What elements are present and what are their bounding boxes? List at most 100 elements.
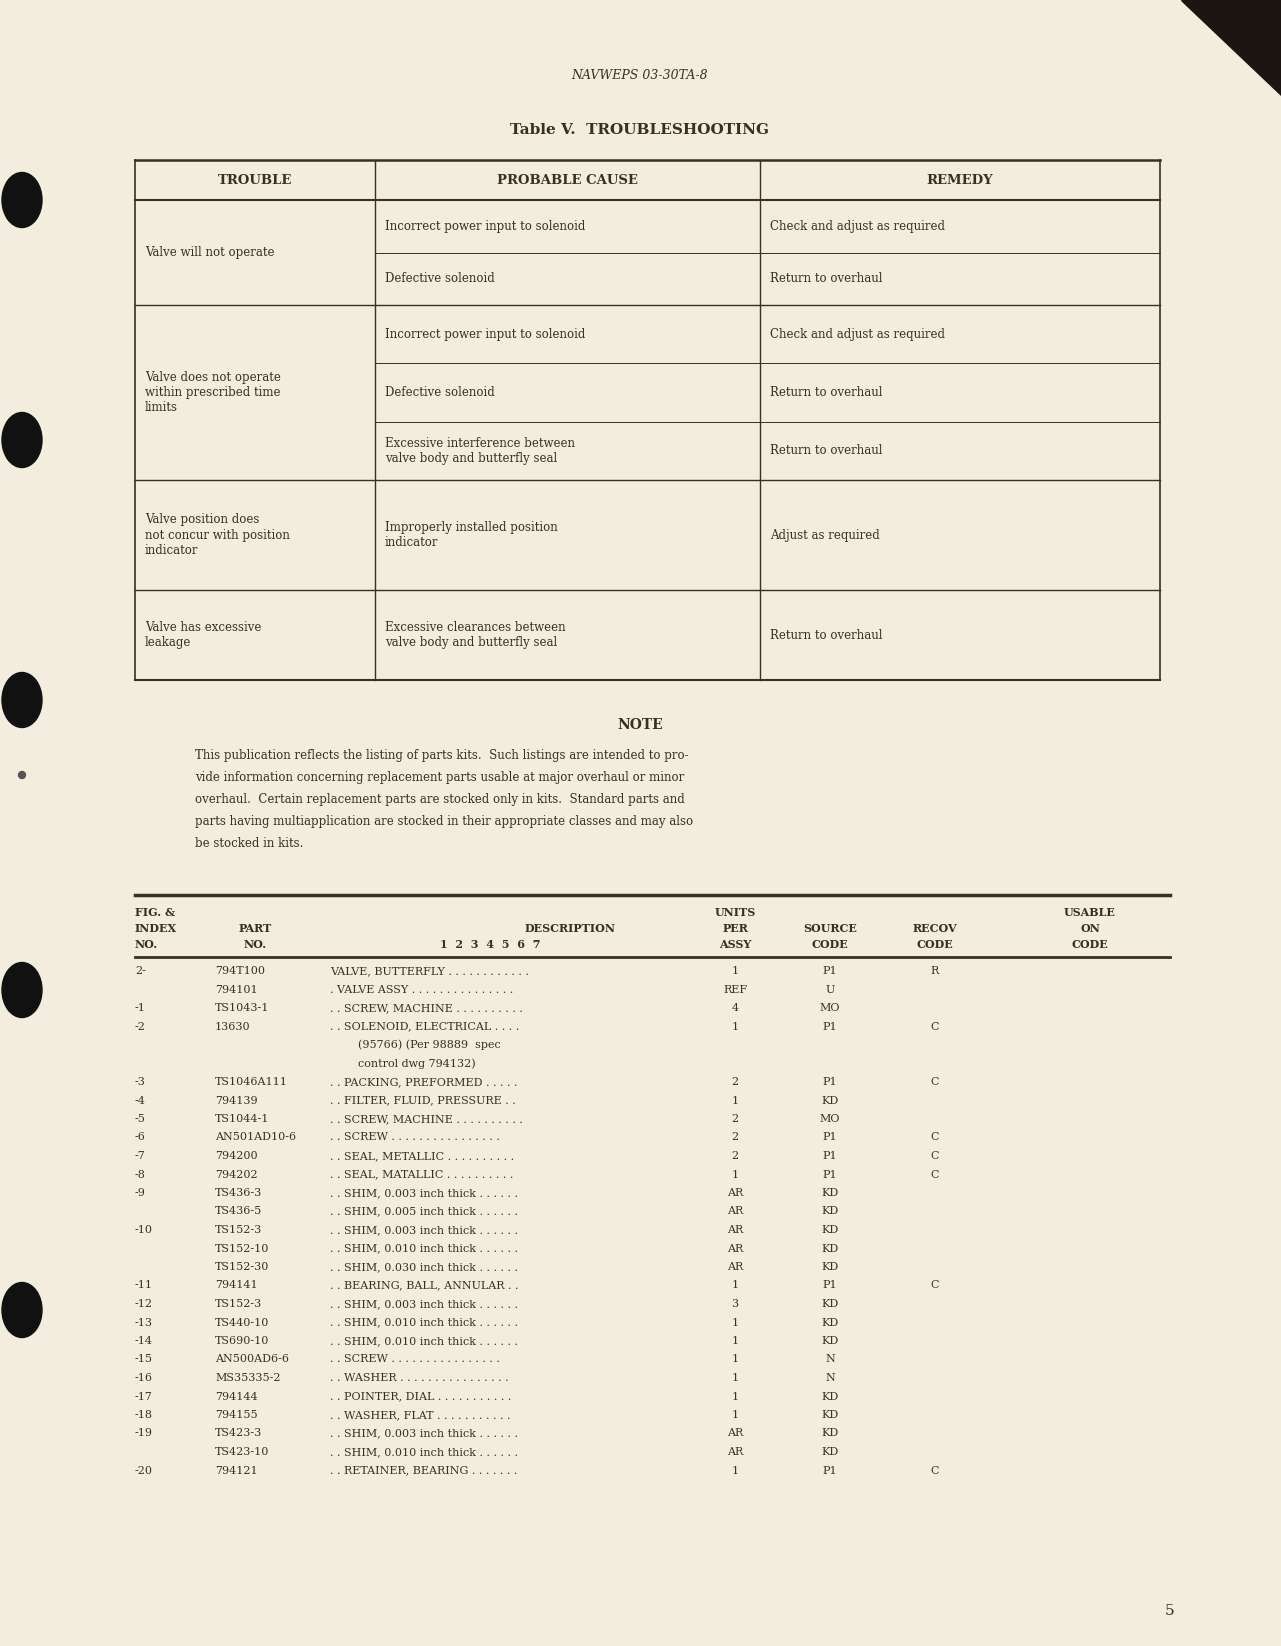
Text: -13: -13: [135, 1317, 152, 1328]
Text: MO: MO: [820, 1114, 840, 1124]
Text: Defective solenoid: Defective solenoid: [386, 387, 494, 398]
Text: . . SHIM, 0.003 inch thick . . . . . .: . . SHIM, 0.003 inch thick . . . . . .: [330, 1225, 518, 1234]
Text: Valve has excessive
leakage: Valve has excessive leakage: [145, 621, 261, 649]
Text: Incorrect power input to solenoid: Incorrect power input to solenoid: [386, 221, 585, 232]
Text: P1: P1: [822, 966, 838, 976]
Text: Adjust as required: Adjust as required: [770, 528, 880, 542]
Text: SOURCE: SOURCE: [803, 922, 857, 933]
Text: TS152-3: TS152-3: [215, 1299, 263, 1309]
Text: . . SHIM, 0.003 inch thick . . . . . .: . . SHIM, 0.003 inch thick . . . . . .: [330, 1299, 518, 1309]
Text: KD: KD: [821, 1262, 839, 1272]
Text: DESCRIPTION: DESCRIPTION: [524, 922, 615, 933]
Text: be stocked in kits.: be stocked in kits.: [195, 836, 304, 849]
Text: 1: 1: [731, 1317, 739, 1328]
Text: KD: KD: [821, 1096, 839, 1106]
Text: 1: 1: [731, 1355, 739, 1365]
Text: 1: 1: [731, 1170, 739, 1180]
Text: Check and adjust as required: Check and adjust as required: [770, 221, 945, 232]
Text: overhaul.  Certain replacement parts are stocked only in kits.  Standard parts a: overhaul. Certain replacement parts are …: [195, 792, 685, 805]
Text: 4: 4: [731, 1002, 739, 1012]
Text: VALVE, BUTTERFLY . . . . . . . . . . . .: VALVE, BUTTERFLY . . . . . . . . . . . .: [330, 966, 529, 976]
Text: 794141: 794141: [215, 1281, 257, 1290]
Ellipse shape: [3, 963, 42, 1017]
Text: 1: 1: [731, 1391, 739, 1401]
Text: 794144: 794144: [215, 1391, 257, 1401]
Text: -1: -1: [135, 1002, 146, 1012]
Text: KD: KD: [821, 1299, 839, 1309]
Text: KD: KD: [821, 1429, 839, 1439]
Text: ASSY: ASSY: [719, 938, 751, 950]
Text: -3: -3: [135, 1076, 146, 1086]
Text: 794101: 794101: [215, 984, 257, 994]
Text: 794139: 794139: [215, 1096, 257, 1106]
Text: KD: KD: [821, 1411, 839, 1420]
Text: TS423-3: TS423-3: [215, 1429, 263, 1439]
Ellipse shape: [18, 772, 26, 779]
Text: 1: 1: [731, 1411, 739, 1420]
Text: TS690-10: TS690-10: [215, 1337, 269, 1346]
Text: 1: 1: [731, 1337, 739, 1346]
Text: 3: 3: [731, 1299, 739, 1309]
Text: Valve does not operate
within prescribed time
limits: Valve does not operate within prescribed…: [145, 370, 281, 415]
Text: TS152-30: TS152-30: [215, 1262, 269, 1272]
Text: RECOV: RECOV: [912, 922, 957, 933]
Text: -20: -20: [135, 1465, 152, 1475]
Text: NO.: NO.: [135, 938, 158, 950]
Text: TS436-5: TS436-5: [215, 1207, 263, 1216]
Text: 794155: 794155: [215, 1411, 257, 1420]
Text: KD: KD: [821, 1337, 839, 1346]
Text: C: C: [931, 1076, 939, 1086]
Text: . . SOLENOID, ELECTRICAL . . . .: . . SOLENOID, ELECTRICAL . . . .: [330, 1022, 519, 1032]
Text: AR: AR: [726, 1225, 743, 1234]
Text: 794121: 794121: [215, 1465, 257, 1475]
Text: KD: KD: [821, 1317, 839, 1328]
Text: . . SHIM, 0.030 inch thick . . . . . .: . . SHIM, 0.030 inch thick . . . . . .: [330, 1262, 518, 1272]
Text: . . SCREW, MACHINE . . . . . . . . . .: . . SCREW, MACHINE . . . . . . . . . .: [330, 1002, 523, 1012]
Text: NAVWEPS 03-30TA-8: NAVWEPS 03-30TA-8: [571, 69, 708, 82]
Text: U: U: [825, 984, 835, 994]
Text: 5: 5: [1166, 1603, 1175, 1618]
Text: . . SCREW, MACHINE . . . . . . . . . .: . . SCREW, MACHINE . . . . . . . . . .: [330, 1114, 523, 1124]
Text: . . SHIM, 0.005 inch thick . . . . . .: . . SHIM, 0.005 inch thick . . . . . .: [330, 1207, 518, 1216]
Text: AR: AR: [726, 1207, 743, 1216]
Text: Return to overhaul: Return to overhaul: [770, 272, 883, 285]
Text: P1: P1: [822, 1151, 838, 1160]
Text: P1: P1: [822, 1022, 838, 1032]
Text: AR: AR: [726, 1188, 743, 1198]
Text: C: C: [931, 1281, 939, 1290]
Text: 2: 2: [731, 1114, 739, 1124]
Text: P1: P1: [822, 1465, 838, 1475]
Text: CODE: CODE: [917, 938, 953, 950]
Text: KD: KD: [821, 1447, 839, 1457]
Text: Excessive clearances between
valve body and butterfly seal: Excessive clearances between valve body …: [386, 621, 566, 649]
Text: C: C: [931, 1465, 939, 1475]
Text: -8: -8: [135, 1170, 146, 1180]
Text: P1: P1: [822, 1170, 838, 1180]
Text: . . WASHER, FLAT . . . . . . . . . . .: . . WASHER, FLAT . . . . . . . . . . .: [330, 1411, 511, 1420]
Text: KD: KD: [821, 1391, 839, 1401]
Text: TS423-10: TS423-10: [215, 1447, 269, 1457]
Text: -12: -12: [135, 1299, 152, 1309]
Text: TS152-10: TS152-10: [215, 1243, 269, 1254]
Text: . . SHIM, 0.010 inch thick . . . . . .: . . SHIM, 0.010 inch thick . . . . . .: [330, 1337, 518, 1346]
Text: 794202: 794202: [215, 1170, 257, 1180]
Text: N: N: [825, 1355, 835, 1365]
Text: . . RETAINER, BEARING . . . . . . .: . . RETAINER, BEARING . . . . . . .: [330, 1465, 518, 1475]
Text: TROUBLE: TROUBLE: [218, 173, 292, 186]
Text: C: C: [931, 1132, 939, 1142]
Text: PROBABLE CAUSE: PROBABLE CAUSE: [497, 173, 638, 186]
Text: P1: P1: [822, 1281, 838, 1290]
Text: TS436-3: TS436-3: [215, 1188, 263, 1198]
Text: 1: 1: [731, 1022, 739, 1032]
Text: KD: KD: [821, 1225, 839, 1234]
Text: REF: REF: [722, 984, 747, 994]
Text: . VALVE ASSY . . . . . . . . . . . . . . .: . VALVE ASSY . . . . . . . . . . . . . .…: [330, 984, 514, 994]
Text: TS1043-1: TS1043-1: [215, 1002, 269, 1012]
Text: -2: -2: [135, 1022, 146, 1032]
Text: KD: KD: [821, 1243, 839, 1254]
Text: AR: AR: [726, 1243, 743, 1254]
Text: . . BEARING, BALL, ANNULAR . .: . . BEARING, BALL, ANNULAR . .: [330, 1281, 519, 1290]
Ellipse shape: [3, 1282, 42, 1338]
Text: 2: 2: [731, 1151, 739, 1160]
Text: . . POINTER, DIAL . . . . . . . . . . .: . . POINTER, DIAL . . . . . . . . . . .: [330, 1391, 511, 1401]
